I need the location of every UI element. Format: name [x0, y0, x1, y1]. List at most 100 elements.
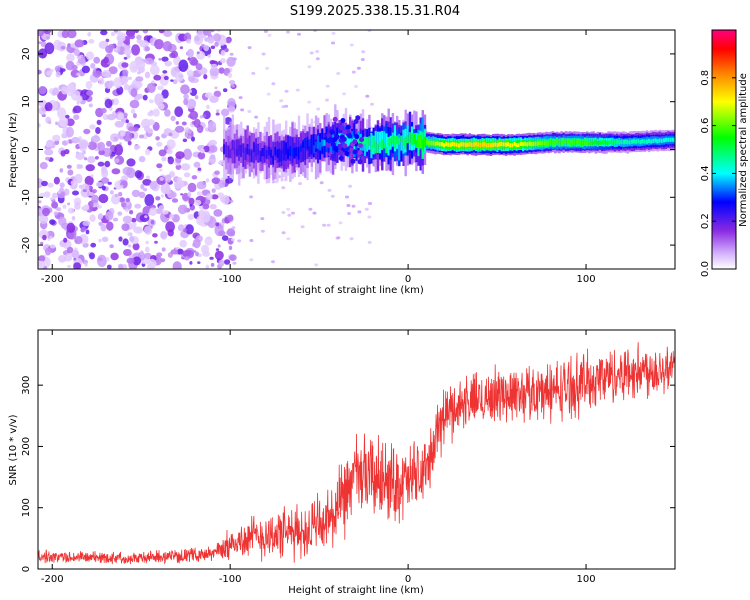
spectrogram-noise-blob	[345, 195, 349, 199]
spectrogram-noise-blob	[93, 56, 101, 64]
spectrogram-ridge-cell	[643, 139, 647, 144]
spectrogram-noise-blob	[100, 224, 107, 232]
spectrogram-ridge-cell	[317, 135, 320, 149]
spectrogram-noise-blob	[62, 204, 67, 209]
spectrogram-ridge-cell	[425, 140, 429, 145]
spectrogram-ridge-cell	[624, 139, 627, 144]
spectrogram-noise-blob	[155, 196, 161, 201]
spectrogram-noise-blob	[152, 121, 160, 131]
spectrogram-noise-blob	[118, 32, 126, 39]
spectrogram-noise-blob	[180, 163, 191, 171]
spectrogram-noise-blob	[142, 94, 148, 101]
spectrogram-noise-blob	[48, 120, 52, 125]
spectrogram-noise-blob	[169, 213, 174, 219]
spectrogram-ridge-cell	[504, 142, 508, 147]
snr-frame	[37, 329, 676, 570]
spectrogram-ridge-cell	[586, 140, 589, 145]
spectrogram-noise-blob	[265, 66, 270, 70]
spectrogram-noise-blob	[54, 65, 61, 72]
spectrogram-noise-blob	[346, 204, 351, 207]
spectrogram-ridge-cell	[280, 150, 284, 162]
spectrogram-noise-blob	[281, 105, 286, 109]
spectrogram-noise-blob	[59, 182, 65, 188]
spectrogram-noise-blob	[205, 178, 210, 183]
spectrogram-ridge-cell	[278, 148, 281, 162]
spectrogram-noise-blob	[132, 242, 140, 251]
spectrogram-noise-blob	[147, 111, 154, 117]
spectrogram-noise-blob	[178, 59, 189, 72]
spectrogram-ridge-cell	[423, 136, 427, 148]
spectrogram-noise-blob	[85, 229, 90, 235]
spectrogram-ridge-cell	[489, 143, 493, 148]
spectrogram-noise-blob	[128, 76, 132, 81]
spectrogram-noise-blob	[134, 170, 143, 179]
spectrogram-ridge-cell	[410, 133, 414, 145]
spectrogram-noise-blob	[114, 158, 120, 163]
spectrogram-noise-blob	[186, 39, 192, 44]
spectrogram-noise-blob	[260, 217, 265, 221]
spectrogram-noise-blob	[40, 40, 47, 48]
spectrogram-noise-blob	[281, 231, 286, 235]
spectrogram-noise-blob	[55, 207, 61, 212]
spectrogram-noise-blob	[169, 170, 175, 178]
spectrogram-ridge-blob	[338, 155, 344, 161]
spectrogram-ridge-cell	[577, 140, 580, 145]
spectrogram-noise-blob	[85, 51, 95, 60]
spectrogram-noise-blob	[189, 261, 193, 265]
spectrogram-noise-blob	[207, 54, 211, 58]
spectrogram-ridge-cell	[229, 141, 232, 154]
spectrogram-noise-blob	[224, 259, 231, 265]
spectrogram-ridge-cell	[671, 137, 674, 142]
spectrogram-noise-blob	[121, 223, 130, 232]
spectrogram-noise-blob	[125, 119, 129, 124]
spectrogram-noise-blob	[81, 65, 90, 74]
spectrogram-noise-blob	[90, 174, 94, 178]
spectrogram-noise-blob	[156, 163, 163, 169]
spectrogram-noise-blob	[110, 133, 120, 143]
spectrogram-noise-blob	[193, 118, 201, 128]
spectrogram-noise-blob	[240, 108, 245, 112]
y-tick-label: 200	[21, 437, 32, 456]
spectrogram-noise-blob	[66, 30, 77, 39]
spectrogram-ridge-cell	[289, 146, 292, 156]
spectrogram-ridge-cell	[496, 143, 499, 148]
spectrogram-ridge-cell	[556, 140, 559, 145]
spectrogram-noise-blob	[158, 30, 165, 34]
spectrogram-heatmap	[38, 30, 675, 269]
spectrogram-noise-blob	[87, 200, 94, 208]
spectrogram-noise-blob	[207, 36, 215, 44]
spectrogram-noise-blob	[185, 98, 196, 110]
spectrogram-noise-blob	[147, 119, 155, 126]
spectrogram-ridge-cell	[460, 142, 463, 147]
spectrogram-ridge-cell	[304, 137, 307, 149]
y-tick-label: 300	[21, 376, 32, 395]
spectrogram-noise-blob	[138, 155, 146, 163]
spectrogram-ridge-cell	[231, 148, 234, 164]
spectrogram-ridge-cell	[639, 140, 642, 145]
spectrogram-ridge-cell	[481, 142, 484, 147]
colorbar-tick-label: 0.6	[700, 118, 711, 134]
spectrogram-noise-blob	[195, 63, 203, 71]
spectrogram-ridge-blob	[338, 150, 344, 155]
spectrogram-noise-blob	[210, 45, 216, 50]
spectrogram-ridge-cell	[227, 145, 230, 158]
spectrogram-noise-blob	[370, 102, 374, 106]
spectrogram-ridge-cell	[223, 144, 226, 155]
spectrogram-ridge-cell	[389, 138, 392, 145]
spectrogram-noise-blob	[325, 98, 329, 102]
spectrogram-ridge-cell	[231, 139, 234, 150]
spectrogram-ridge-blob	[357, 159, 363, 165]
spectrogram-noise-blob	[84, 157, 88, 161]
spectrogram-noise-blob	[110, 32, 116, 36]
colorbar: 0.0 0.2 0.4 0.6 0.8 Normalized spectral ampl…	[700, 29, 749, 277]
spectrogram-noise-blob	[125, 197, 130, 203]
spectrogram-noise-blob	[144, 57, 154, 65]
spectrogram-noise-blob	[184, 132, 189, 138]
spectrogram-noise-blob	[249, 258, 254, 262]
spectrogram-noise-blob	[123, 56, 128, 60]
spectrogram-ridge-cell	[436, 141, 439, 146]
spectrogram-ridge-cell	[464, 142, 467, 147]
spectrogram-noise-blob	[76, 72, 80, 77]
spectrogram-ridge-cell	[270, 150, 273, 158]
spectrogram-ridge-cell	[564, 139, 568, 145]
